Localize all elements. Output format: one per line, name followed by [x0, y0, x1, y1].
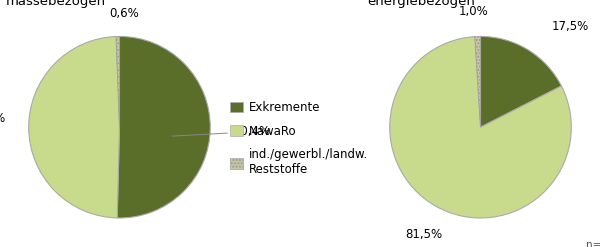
Wedge shape	[117, 36, 210, 218]
Text: massebezogen: massebezogen	[6, 0, 106, 8]
Text: energiebezogen: energiebezogen	[367, 0, 475, 8]
Text: 0,6%: 0,6%	[109, 7, 139, 20]
Text: 17,5%: 17,5%	[551, 20, 589, 33]
Text: 49,0%: 49,0%	[0, 112, 6, 125]
Text: 81,5%: 81,5%	[406, 228, 443, 241]
Wedge shape	[390, 37, 571, 218]
Legend: Exkremente, NawaRo, ind./gewerbl./landw.
Reststoffe: Exkremente, NawaRo, ind./gewerbl./landw.…	[226, 96, 373, 181]
Text: n=406: n=406	[586, 240, 600, 247]
Text: 50,4%: 50,4%	[172, 125, 270, 138]
Wedge shape	[475, 36, 481, 127]
Text: 1,0%: 1,0%	[458, 5, 488, 18]
Wedge shape	[29, 37, 119, 218]
Wedge shape	[116, 36, 119, 127]
Wedge shape	[481, 36, 562, 127]
